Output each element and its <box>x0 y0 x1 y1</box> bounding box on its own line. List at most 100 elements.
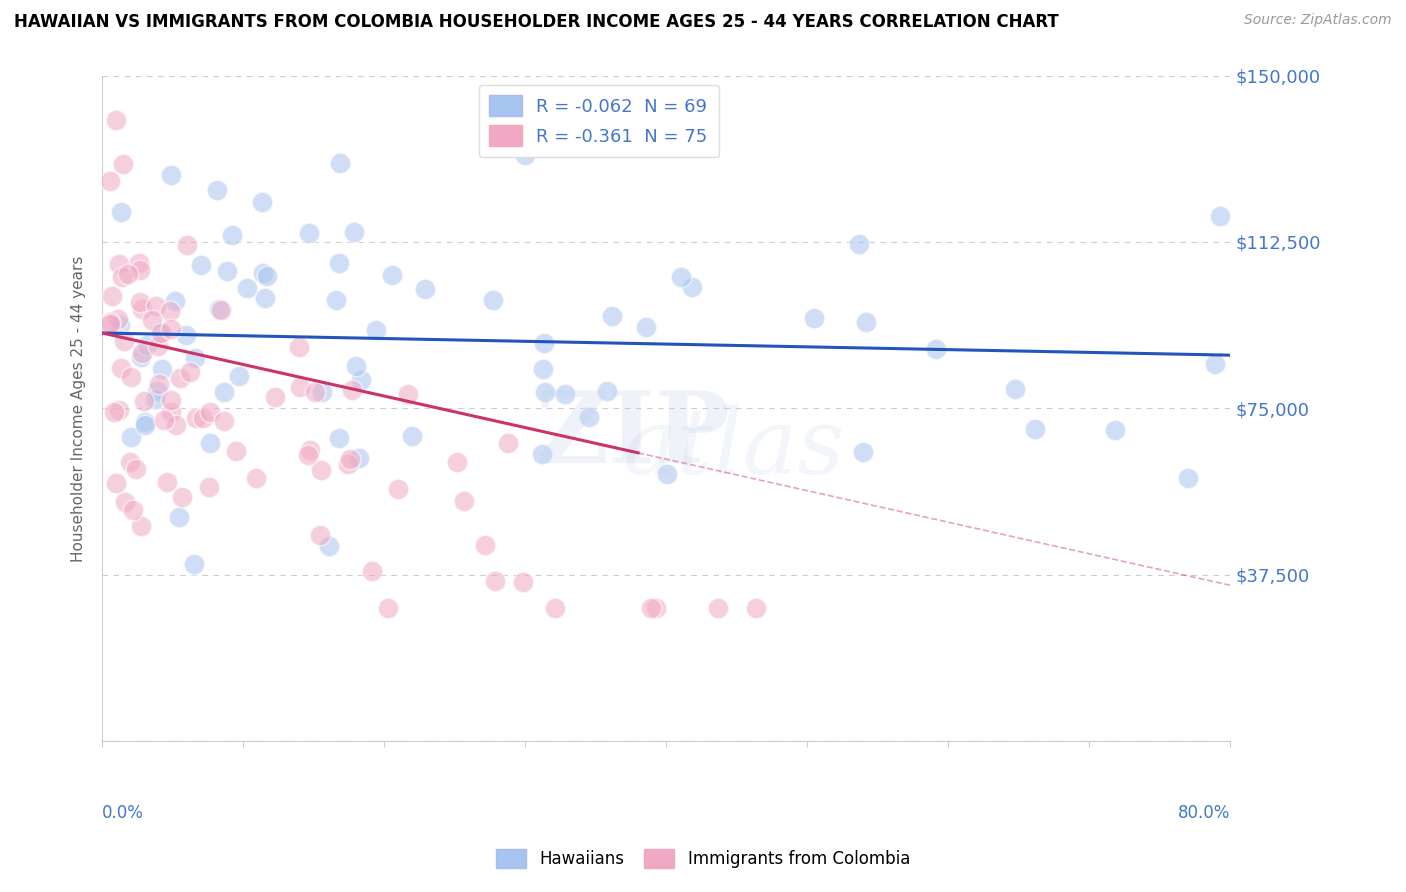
Point <box>360 564 382 578</box>
Point <box>848 236 870 251</box>
Point <box>337 457 360 471</box>
Point <box>112 157 135 171</box>
Point <box>343 225 366 239</box>
Point <box>309 462 332 476</box>
Point <box>366 323 388 337</box>
Point <box>578 410 600 425</box>
Point <box>1104 423 1126 437</box>
Point <box>191 410 214 425</box>
Point <box>105 112 128 127</box>
Point <box>125 461 148 475</box>
Point <box>134 416 156 430</box>
Point <box>644 601 666 615</box>
Point <box>636 320 658 334</box>
Point <box>304 384 326 399</box>
Point <box>512 574 534 589</box>
Point <box>212 414 235 428</box>
Text: atlas: atlas <box>623 404 845 492</box>
Point <box>288 380 311 394</box>
Point <box>128 295 150 310</box>
Point <box>318 539 340 553</box>
Point <box>252 194 274 209</box>
Point <box>256 268 278 283</box>
Point <box>707 601 730 615</box>
Point <box>103 405 125 419</box>
Point <box>129 350 152 364</box>
Point <box>198 404 221 418</box>
Point <box>855 315 877 329</box>
Point <box>544 601 567 615</box>
Point <box>655 467 678 482</box>
Point <box>413 281 436 295</box>
Point <box>596 384 619 398</box>
Legend: Hawaiians, Immigrants from Colombia: Hawaiians, Immigrants from Colombia <box>489 842 917 875</box>
Point <box>925 343 948 357</box>
Point <box>681 280 703 294</box>
Point <box>149 325 172 339</box>
Point <box>165 417 187 432</box>
Point <box>342 383 364 397</box>
Point <box>184 351 207 366</box>
Point <box>131 301 153 316</box>
Point <box>1209 209 1232 223</box>
Text: Source: ZipAtlas.com: Source: ZipAtlas.com <box>1244 13 1392 28</box>
Point <box>169 371 191 385</box>
Point <box>486 121 509 136</box>
Point <box>311 385 333 400</box>
Point <box>150 361 173 376</box>
Point <box>108 257 131 271</box>
Point <box>215 264 238 278</box>
Point <box>387 482 409 496</box>
Point <box>120 370 142 384</box>
Point <box>122 503 145 517</box>
Point <box>214 385 236 400</box>
Point <box>146 384 169 398</box>
Point <box>200 436 222 450</box>
Point <box>131 518 153 533</box>
Point <box>186 411 208 425</box>
Point <box>107 312 129 326</box>
Point <box>98 174 121 188</box>
Point <box>515 148 537 162</box>
Point <box>453 494 475 508</box>
Point <box>531 362 554 376</box>
Point <box>98 317 121 331</box>
Point <box>329 156 352 170</box>
Point <box>110 318 132 332</box>
Point <box>148 377 170 392</box>
Point <box>120 429 142 443</box>
Point <box>146 339 169 353</box>
Point <box>482 293 505 307</box>
Point <box>145 299 167 313</box>
Point <box>198 480 221 494</box>
Point <box>179 365 201 379</box>
Point <box>228 369 250 384</box>
Point <box>554 387 576 401</box>
Text: 80.0%: 80.0% <box>1178 804 1230 822</box>
Point <box>111 269 134 284</box>
Point <box>401 429 423 443</box>
Point <box>484 574 506 589</box>
Point <box>339 451 361 466</box>
Point <box>159 393 181 408</box>
Point <box>245 471 267 485</box>
Point <box>328 431 350 445</box>
Point <box>117 267 139 281</box>
Point <box>165 294 187 309</box>
Point <box>143 392 166 406</box>
Point <box>209 303 232 318</box>
Point <box>134 394 156 409</box>
Point <box>1024 422 1046 436</box>
Point <box>298 443 321 458</box>
Point <box>328 256 350 270</box>
Point <box>174 328 197 343</box>
Point <box>208 301 231 316</box>
Point <box>474 538 496 552</box>
Point <box>112 334 135 348</box>
Point <box>1204 357 1226 371</box>
Point <box>287 340 309 354</box>
Text: HAWAIIAN VS IMMIGRANTS FROM COLOMBIA HOUSEHOLDER INCOME AGES 25 - 44 YEARS CORRE: HAWAIIAN VS IMMIGRANTS FROM COLOMBIA HOU… <box>14 13 1059 31</box>
Point <box>160 169 183 183</box>
Point <box>128 256 150 270</box>
Point <box>381 268 404 282</box>
